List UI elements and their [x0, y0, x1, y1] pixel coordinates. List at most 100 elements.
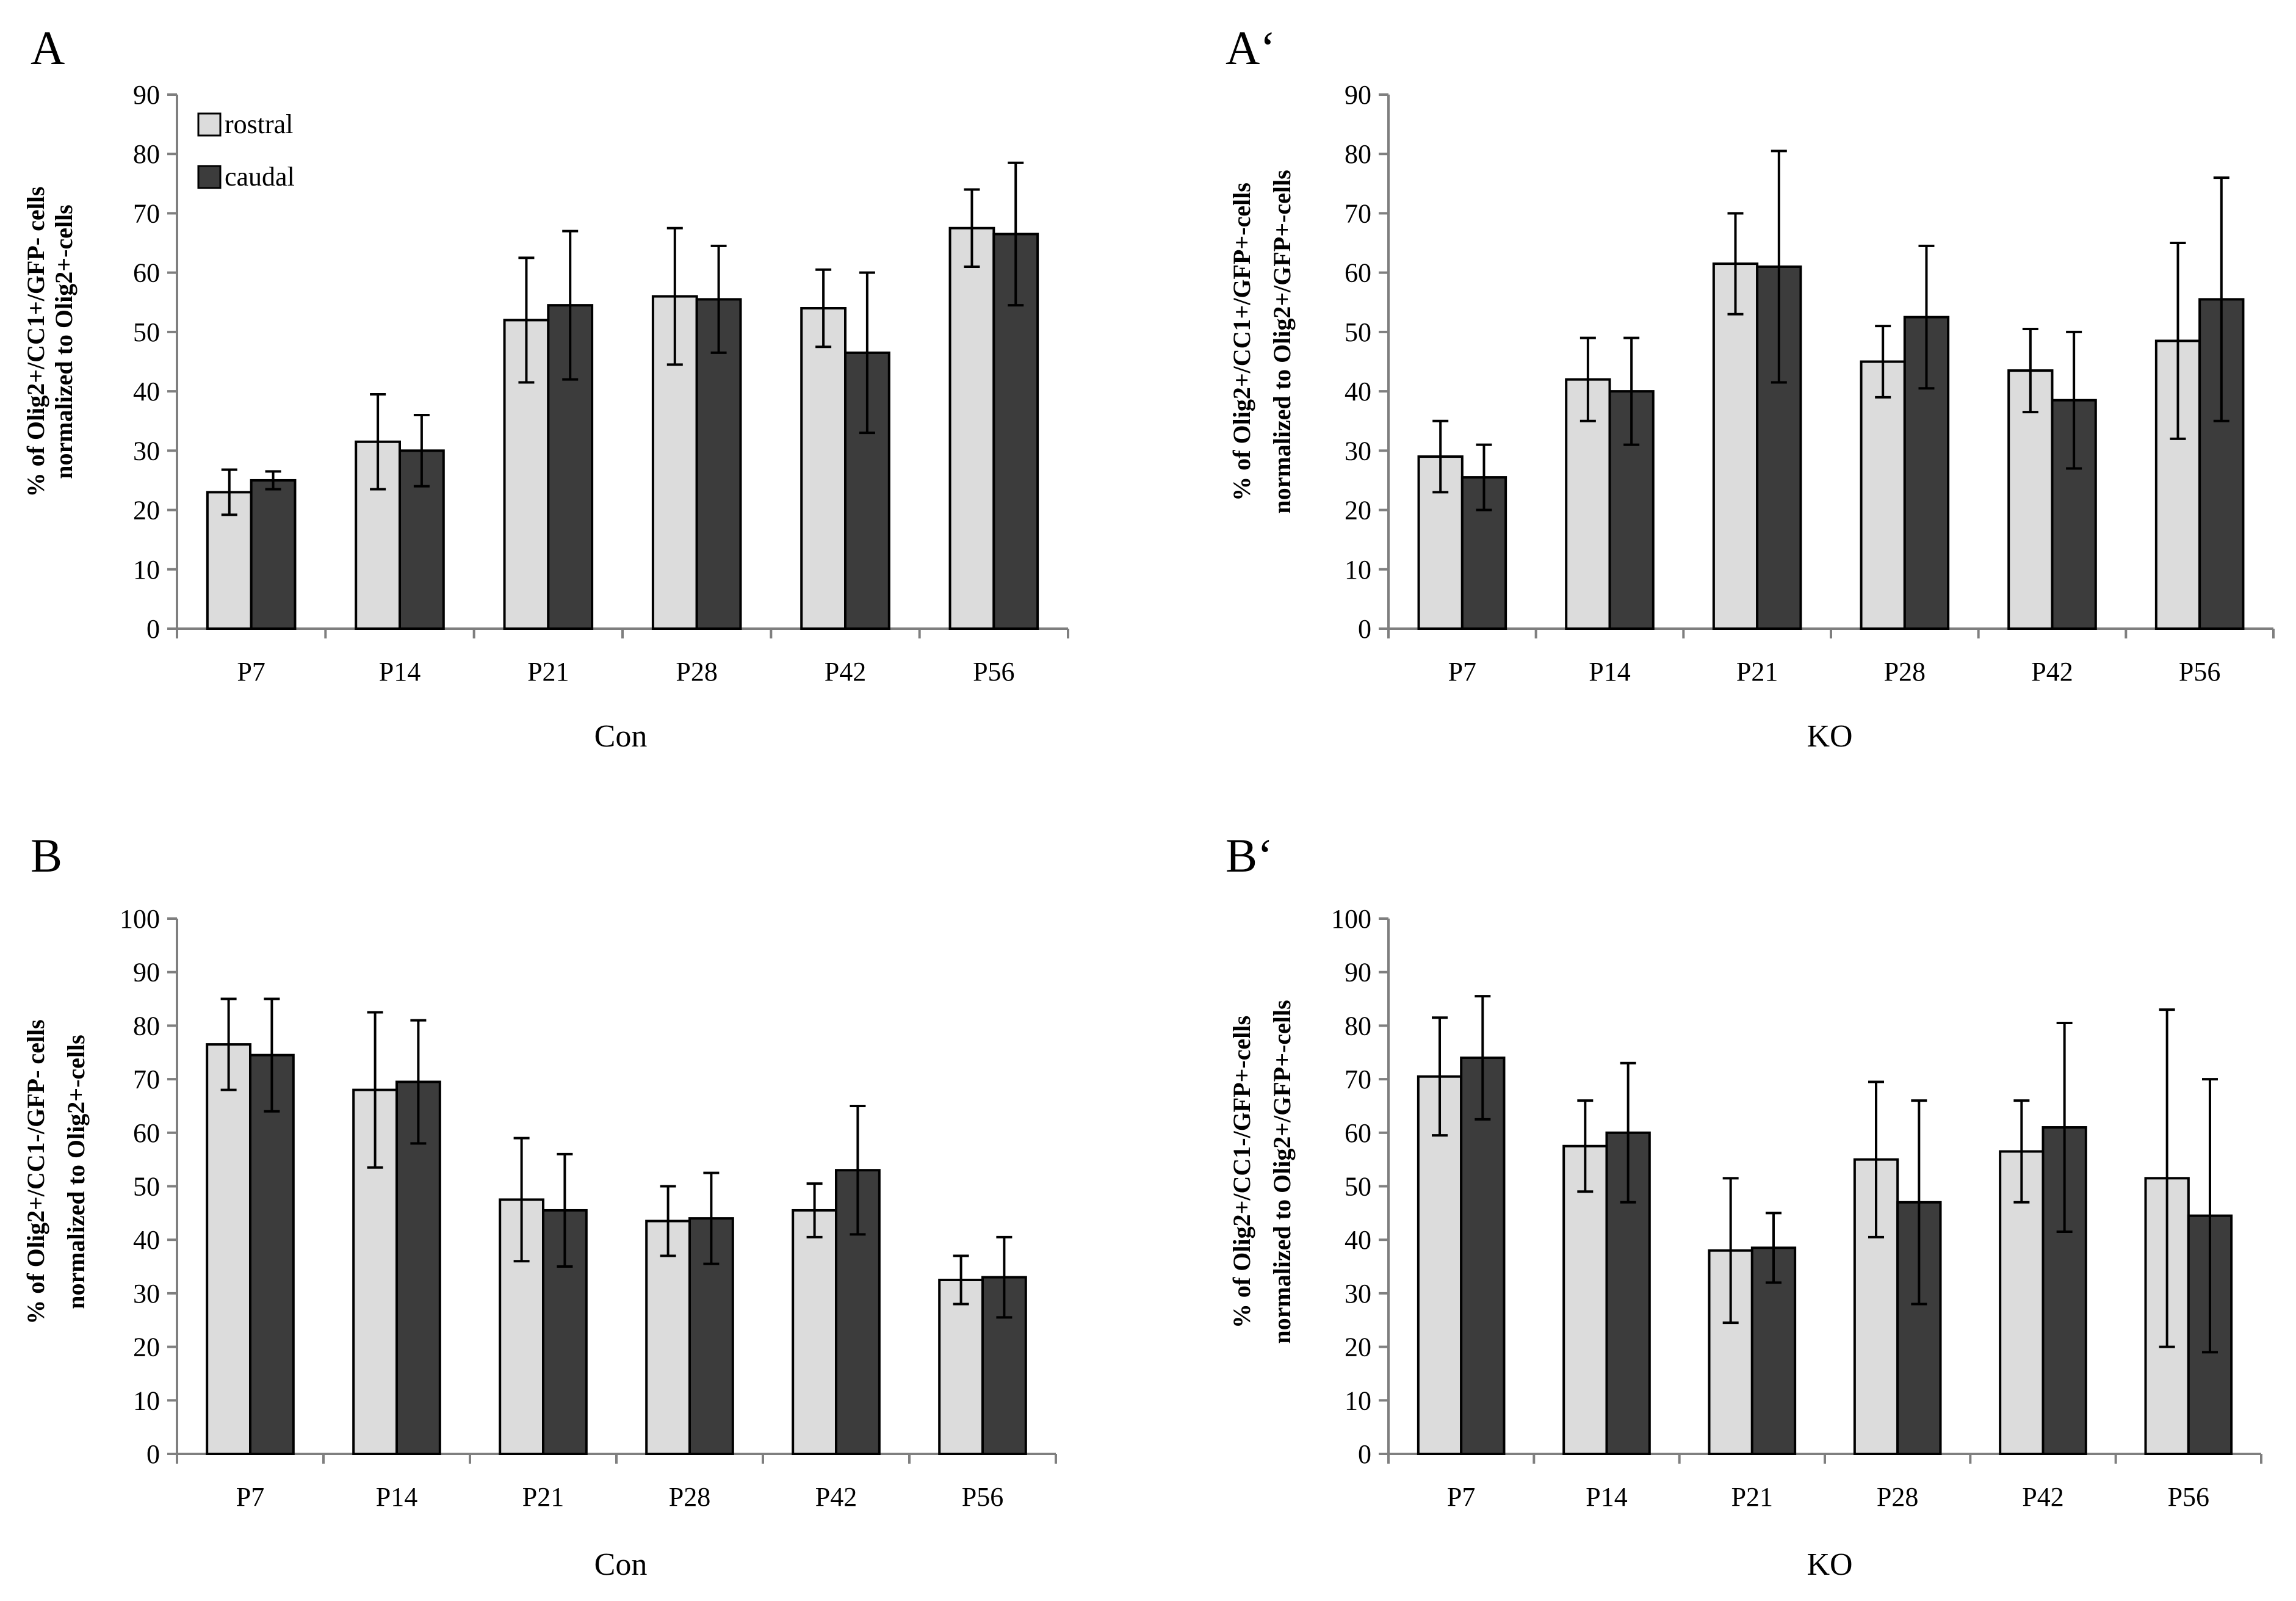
bar-rostral	[206, 1043, 252, 1455]
y-axis-label-line1: % of Olig2+/CC1-/GFP- cells	[22, 1019, 49, 1324]
y-tick-label: 60	[133, 1118, 160, 1148]
y-tick-label: 10	[133, 555, 160, 585]
error-bar-rostral	[367, 1011, 383, 1169]
y-axis-label-line2: normalized to Olig2+-cells	[50, 204, 78, 479]
x-tick-label: P7	[1447, 1482, 1475, 1512]
y-tick-label: 80	[1345, 1011, 1371, 1041]
error-bar-caudal	[1918, 244, 1935, 390]
y-axis-label: % of Olig2+/CC1+/GFP+-cells normalized t…	[1228, 170, 1296, 513]
y-tick-label: 30	[1345, 1279, 1371, 1309]
error-bar-rostral	[806, 1182, 823, 1238]
bar-rostral	[948, 226, 995, 630]
legend-swatch-caudal	[197, 165, 222, 189]
error-bar-rostral	[220, 997, 237, 1091]
x-tick-label: P42	[815, 1482, 857, 1512]
error-bar-caudal	[2056, 1022, 2073, 1234]
x-tick-label: P56	[962, 1482, 1003, 1512]
y-axis-label: % of Olig2+/CC1-/GFP- cells normalized t…	[22, 1019, 90, 1324]
error-bar-caudal	[2066, 330, 2082, 470]
y-tick-label: 50	[133, 1172, 160, 1202]
error-bar-rostral	[1722, 1177, 1739, 1325]
x-tick-label: P21	[1731, 1482, 1773, 1512]
x-tick-label: P56	[973, 657, 1014, 687]
error-bar-rostral	[964, 188, 980, 268]
bar-rostral	[1860, 360, 1906, 630]
error-bar-caudal	[1475, 995, 1491, 1121]
y-tick-label: 0	[146, 1439, 160, 1469]
bar-caudal	[695, 298, 742, 630]
x-tick-label: P42	[825, 657, 866, 687]
x-tick-label: P21	[1736, 657, 1778, 687]
chart-panel-b-prime: B‘ % of Olig2+/CC1-/GFP+-cells normalize…	[1226, 829, 2262, 1582]
legend-label-rostral: rostral	[225, 109, 293, 139]
y-axis-label-line1: % of Olig2+/CC1+/GFP- cells	[22, 187, 49, 497]
x-tick-label: P28	[676, 657, 717, 687]
y-tick-label: 80	[133, 139, 160, 169]
x-tick-label: P28	[1884, 657, 1926, 687]
y-tick-label: 100	[120, 904, 160, 934]
x-tick-label: P7	[237, 657, 265, 687]
error-bar-rostral	[370, 392, 386, 491]
y-tick-label: 50	[1345, 1172, 1371, 1202]
x-tick-label: P14	[1589, 657, 1630, 687]
error-bar-rostral	[815, 268, 832, 349]
error-bar-rostral	[1727, 212, 1744, 316]
error-bar-caudal	[413, 414, 430, 488]
y-tick-label: 50	[133, 317, 160, 347]
y-tick-label: 40	[133, 377, 160, 407]
y-axis-label-line1: % of Olig2+/CC1-/GFP+-cells	[1228, 1016, 1255, 1328]
chart-panel-a-prime: A‘ % of Olig2+/CC1+/GFP+-cells normalize…	[1226, 21, 2275, 754]
x-tick-label: P7	[236, 1482, 264, 1512]
legend: rostral caudal	[197, 109, 295, 192]
error-bar-caudal	[1765, 1212, 1782, 1284]
y-tick-label: 10	[1345, 555, 1371, 585]
y-axis-label: % of Olig2+/CC1-/GFP+-cells normalized t…	[1228, 1000, 1296, 1343]
error-bar-rostral	[513, 1137, 530, 1263]
error-bar-caudal	[2213, 176, 2229, 422]
bar-rostral	[800, 307, 847, 630]
y-tick-label: 40	[1345, 1225, 1371, 1255]
x-tick-label: P21	[527, 657, 569, 687]
panel-letter: A	[31, 21, 65, 74]
y-tick-label: 50	[1345, 317, 1371, 347]
bar-rostral	[1562, 1144, 1608, 1455]
error-bar-rostral	[1577, 1099, 1594, 1193]
error-bar-rostral	[1432, 419, 1449, 494]
error-bar-rostral	[666, 226, 683, 366]
chart-panel-a: A % of Olig2+/CC1+/GFP- cells normalized…	[22, 21, 1069, 754]
error-bar-caudal	[1771, 150, 1787, 384]
y-tick-label: 40	[133, 1225, 160, 1255]
x-tick-label: P21	[522, 1482, 564, 1512]
y-tick-label: 20	[133, 1332, 160, 1362]
error-bar-rostral	[518, 256, 535, 384]
y-tick-label: 30	[1345, 436, 1371, 466]
chart-panel-b: B % of Olig2+/CC1-/GFP- cells normalized…	[22, 829, 1057, 1582]
y-tick-label: 90	[1345, 958, 1371, 988]
y-tick-label: 100	[1331, 904, 1371, 934]
bar-rostral	[938, 1278, 984, 1456]
error-bar-rostral	[221, 468, 237, 516]
y-tick-label: 20	[1345, 496, 1371, 526]
error-bar-caudal	[1623, 336, 1640, 446]
x-tick-label: P14	[379, 657, 421, 687]
bar-caudal	[249, 1053, 295, 1455]
y-tick-label: 60	[133, 258, 160, 288]
y-tick-label: 0	[146, 614, 160, 644]
bar-rostral	[792, 1209, 837, 1455]
y-tick-label: 70	[1345, 1064, 1371, 1094]
panel-letter: B	[31, 829, 62, 882]
x-axis-label: Con	[594, 719, 648, 754]
legend-swatch-rostral	[197, 112, 222, 137]
error-bar-rostral	[2170, 242, 2186, 440]
y-tick-label: 20	[133, 496, 160, 526]
y-tick-label: 40	[1345, 377, 1371, 407]
error-bar-caudal	[562, 229, 579, 381]
x-tick-label: P14	[1586, 1482, 1627, 1512]
y-tick-label: 0	[1358, 1439, 1371, 1469]
y-tick-label: 30	[133, 1279, 160, 1309]
x-tick-label: P42	[2022, 1482, 2063, 1512]
y-tick-label: 10	[133, 1386, 160, 1415]
y-tick-label: 70	[133, 1064, 160, 1094]
y-tick-label: 70	[1345, 198, 1371, 228]
